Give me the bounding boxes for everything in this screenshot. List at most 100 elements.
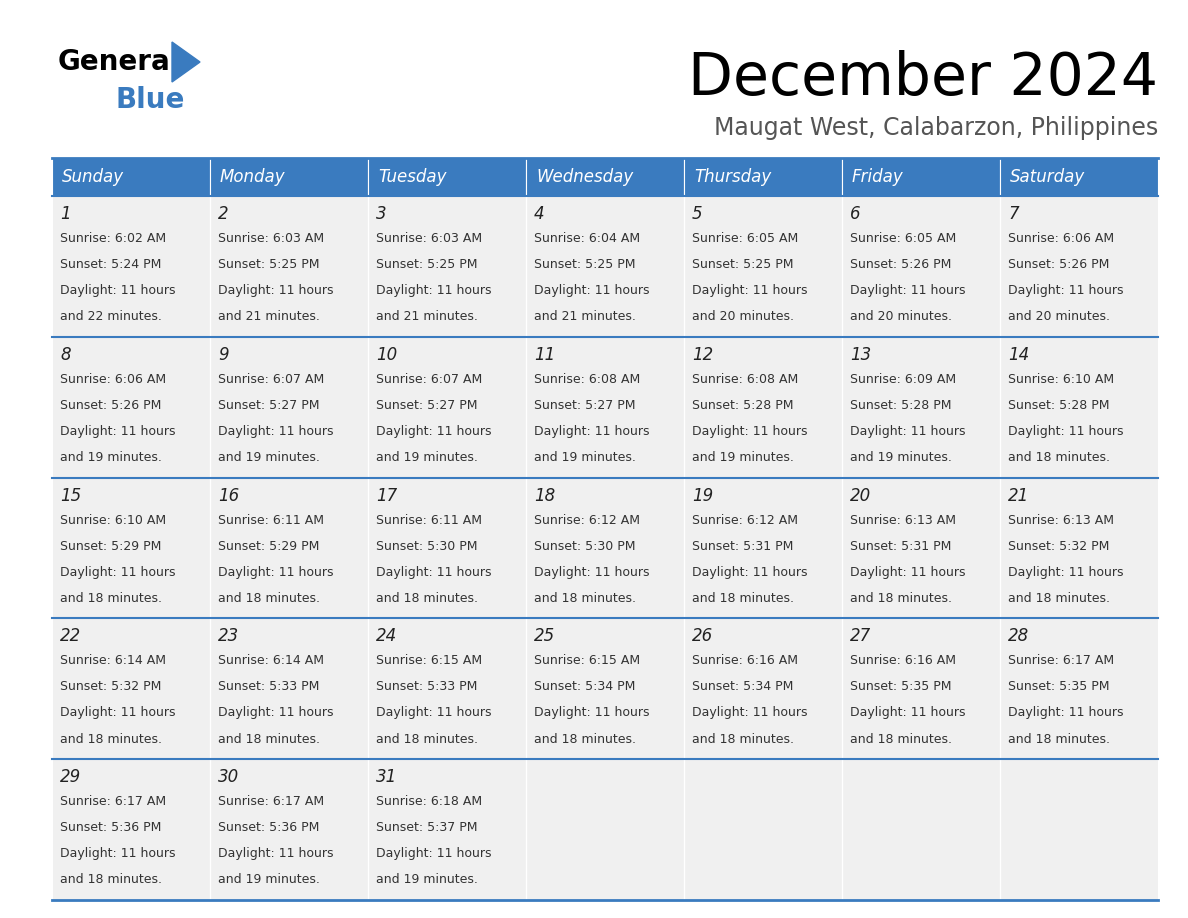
Bar (210, 477, 368, 619)
Text: 19: 19 (691, 487, 713, 505)
Text: Sunrise: 6:07 AM: Sunrise: 6:07 AM (375, 373, 482, 386)
Text: Thursday: Thursday (694, 168, 771, 186)
Text: Blue: Blue (115, 86, 184, 114)
Text: 31: 31 (375, 768, 397, 786)
Text: Daylight: 11 hours: Daylight: 11 hours (219, 707, 334, 720)
Text: and 18 minutes.: and 18 minutes. (849, 592, 952, 605)
Text: Sunset: 5:29 PM: Sunset: 5:29 PM (219, 540, 320, 553)
Text: 5: 5 (691, 205, 702, 223)
Bar (1000, 196, 1158, 337)
Text: Sunset: 5:33 PM: Sunset: 5:33 PM (219, 680, 320, 693)
Text: 23: 23 (219, 627, 239, 645)
Text: 16: 16 (219, 487, 239, 505)
Text: and 18 minutes.: and 18 minutes. (61, 873, 162, 887)
Bar (842, 619, 1000, 759)
Text: Daylight: 11 hours: Daylight: 11 hours (219, 284, 334, 297)
Bar (684, 477, 842, 619)
Text: Sunset: 5:29 PM: Sunset: 5:29 PM (61, 540, 162, 553)
Text: 1: 1 (61, 205, 70, 223)
Bar (842, 196, 1000, 337)
Text: Sunset: 5:36 PM: Sunset: 5:36 PM (219, 822, 320, 834)
Bar (684, 158, 842, 196)
Text: Sunset: 5:30 PM: Sunset: 5:30 PM (533, 540, 636, 553)
Text: Sunset: 5:26 PM: Sunset: 5:26 PM (61, 398, 162, 412)
Text: Daylight: 11 hours: Daylight: 11 hours (533, 707, 650, 720)
Text: Sunrise: 6:10 AM: Sunrise: 6:10 AM (61, 513, 166, 527)
Text: and 20 minutes.: and 20 minutes. (691, 310, 794, 323)
Bar (526, 337, 684, 477)
Bar (526, 477, 684, 619)
Text: 22: 22 (61, 627, 81, 645)
Text: 2: 2 (219, 205, 228, 223)
Text: Sunset: 5:28 PM: Sunset: 5:28 PM (849, 398, 952, 412)
Text: and 21 minutes.: and 21 minutes. (375, 310, 478, 323)
Text: and 18 minutes.: and 18 minutes. (1007, 451, 1110, 464)
Text: 7: 7 (1007, 205, 1018, 223)
Text: Maugat West, Calabarzon, Philippines: Maugat West, Calabarzon, Philippines (714, 116, 1158, 140)
Text: Daylight: 11 hours: Daylight: 11 hours (375, 847, 492, 860)
Text: and 18 minutes.: and 18 minutes. (375, 733, 478, 745)
Bar (684, 619, 842, 759)
Text: 11: 11 (533, 346, 555, 364)
Text: Daylight: 11 hours: Daylight: 11 hours (849, 565, 966, 578)
Bar (526, 759, 684, 900)
Text: and 18 minutes.: and 18 minutes. (533, 733, 636, 745)
Text: Sunrise: 6:11 AM: Sunrise: 6:11 AM (219, 513, 324, 527)
Text: Daylight: 11 hours: Daylight: 11 hours (533, 565, 650, 578)
Bar (684, 196, 842, 337)
Text: Sunrise: 6:12 AM: Sunrise: 6:12 AM (691, 513, 798, 527)
Bar (210, 337, 368, 477)
Text: Daylight: 11 hours: Daylight: 11 hours (61, 565, 176, 578)
Text: 25: 25 (533, 627, 555, 645)
Text: Daylight: 11 hours: Daylight: 11 hours (691, 565, 808, 578)
Bar (210, 158, 368, 196)
Text: 13: 13 (849, 346, 871, 364)
Bar (842, 337, 1000, 477)
Text: and 19 minutes.: and 19 minutes. (375, 451, 478, 464)
Text: 4: 4 (533, 205, 544, 223)
Text: and 18 minutes.: and 18 minutes. (533, 592, 636, 605)
Bar (526, 158, 684, 196)
Text: 27: 27 (849, 627, 871, 645)
Bar (1000, 619, 1158, 759)
Text: and 18 minutes.: and 18 minutes. (219, 592, 320, 605)
Text: 14: 14 (1007, 346, 1029, 364)
Bar (368, 196, 526, 337)
Text: and 22 minutes.: and 22 minutes. (61, 310, 162, 323)
Text: Daylight: 11 hours: Daylight: 11 hours (219, 425, 334, 438)
Bar (842, 759, 1000, 900)
Text: 29: 29 (61, 768, 81, 786)
Text: Sunrise: 6:16 AM: Sunrise: 6:16 AM (849, 655, 956, 667)
Text: Sunset: 5:33 PM: Sunset: 5:33 PM (375, 680, 478, 693)
Text: Sunrise: 6:13 AM: Sunrise: 6:13 AM (1007, 513, 1114, 527)
Text: and 18 minutes.: and 18 minutes. (219, 733, 320, 745)
Text: and 19 minutes.: and 19 minutes. (61, 451, 162, 464)
Text: Sunset: 5:36 PM: Sunset: 5:36 PM (61, 822, 162, 834)
Text: Daylight: 11 hours: Daylight: 11 hours (219, 565, 334, 578)
Text: Sunrise: 6:17 AM: Sunrise: 6:17 AM (219, 795, 324, 808)
Text: 8: 8 (61, 346, 70, 364)
Text: Tuesday: Tuesday (378, 168, 447, 186)
Bar (526, 619, 684, 759)
Text: Sunrise: 6:17 AM: Sunrise: 6:17 AM (61, 795, 166, 808)
Text: 12: 12 (691, 346, 713, 364)
Text: Daylight: 11 hours: Daylight: 11 hours (533, 425, 650, 438)
Text: Sunrise: 6:03 AM: Sunrise: 6:03 AM (375, 232, 482, 245)
Text: Sunday: Sunday (62, 168, 124, 186)
Text: Monday: Monday (220, 168, 285, 186)
Text: Daylight: 11 hours: Daylight: 11 hours (849, 425, 966, 438)
Text: and 21 minutes.: and 21 minutes. (533, 310, 636, 323)
Text: Sunset: 5:25 PM: Sunset: 5:25 PM (533, 258, 636, 271)
Text: Sunset: 5:37 PM: Sunset: 5:37 PM (375, 822, 478, 834)
Text: Sunset: 5:32 PM: Sunset: 5:32 PM (61, 680, 162, 693)
Text: Sunset: 5:34 PM: Sunset: 5:34 PM (691, 680, 794, 693)
Text: Sunrise: 6:16 AM: Sunrise: 6:16 AM (691, 655, 798, 667)
Text: Sunrise: 6:12 AM: Sunrise: 6:12 AM (533, 513, 640, 527)
Bar (368, 619, 526, 759)
Text: 30: 30 (219, 768, 239, 786)
Text: Sunset: 5:24 PM: Sunset: 5:24 PM (61, 258, 162, 271)
Text: and 18 minutes.: and 18 minutes. (61, 733, 162, 745)
Text: Sunrise: 6:15 AM: Sunrise: 6:15 AM (533, 655, 640, 667)
Text: Daylight: 11 hours: Daylight: 11 hours (849, 284, 966, 297)
Text: Sunset: 5:26 PM: Sunset: 5:26 PM (849, 258, 952, 271)
